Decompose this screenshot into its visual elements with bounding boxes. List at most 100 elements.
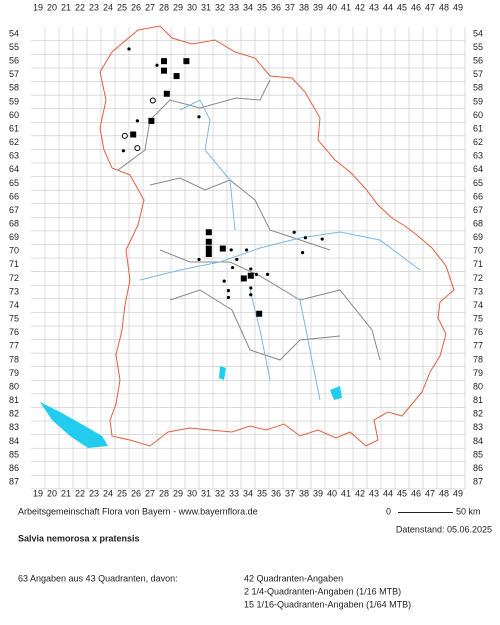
row-label: 61: [9, 123, 19, 133]
column-label: 23: [89, 2, 99, 12]
row-label: 79: [9, 368, 19, 378]
column-label: 47: [425, 2, 435, 12]
marker-square: [240, 275, 247, 282]
marker-square: [161, 67, 167, 74]
column-label: 35: [257, 2, 267, 12]
column-label: 38: [299, 488, 309, 498]
row-label: 87: [9, 477, 19, 487]
row-label: 58: [9, 83, 19, 93]
row-label: 67: [473, 205, 483, 215]
row-label: 63: [473, 151, 483, 161]
region-border: [117, 79, 381, 361]
marker-dot: [197, 115, 201, 119]
marker-dot: [266, 272, 270, 276]
row-label: 69: [9, 232, 19, 242]
column-label: 42: [355, 488, 365, 498]
row-label: 68: [473, 218, 483, 228]
row-label: 64: [473, 164, 483, 174]
border: [99, 25, 455, 447]
river: [139, 99, 421, 401]
column-label: 30: [187, 488, 197, 498]
column-label: 37: [285, 488, 295, 498]
row-label: 65: [9, 178, 19, 188]
marker-square: [256, 310, 263, 317]
column-label: 31: [201, 488, 211, 498]
column-label: 45: [397, 2, 407, 12]
row-label: 83: [9, 422, 19, 432]
marker-square: [163, 90, 170, 97]
column-label: 23: [89, 488, 99, 498]
row-label: 74: [9, 300, 19, 310]
column-label: 25: [117, 2, 127, 12]
row-label: 84: [473, 436, 483, 446]
column-label: 26: [131, 488, 141, 498]
row-label: 75: [9, 314, 19, 324]
column-label: 32: [215, 2, 225, 12]
column-label: 46: [411, 2, 421, 12]
marker-dot: [249, 267, 253, 271]
column-label: 46: [411, 488, 421, 498]
row-label: 73: [9, 286, 19, 296]
column-label: 30: [187, 2, 197, 12]
row-label: 76: [9, 327, 19, 337]
row-label: 62: [473, 137, 483, 147]
column-label: 33: [229, 2, 239, 12]
row-label: 78: [473, 354, 483, 364]
marker-square: [247, 272, 254, 279]
species-title: Salvia nemorosa x pratensis: [18, 533, 140, 543]
row-label: 55: [473, 42, 483, 52]
column-label: 20: [47, 488, 57, 498]
column-label: 21: [61, 488, 71, 498]
row-label: 67: [9, 205, 19, 215]
row-label: 85: [473, 449, 483, 459]
row-label: 86: [9, 463, 19, 473]
column-label: 28: [159, 2, 169, 12]
column-label: 43: [369, 488, 379, 498]
column-label: 31: [201, 2, 211, 12]
column-label: 44: [383, 488, 393, 498]
row-label: 73: [473, 286, 483, 296]
marker-dot: [231, 265, 235, 270]
column-label: 19: [33, 488, 43, 498]
row-label: 68: [9, 218, 19, 228]
column-label: 19: [33, 2, 43, 12]
marker-square: [173, 73, 180, 80]
marker-dot: [155, 63, 159, 67]
row-label: 62: [9, 137, 19, 147]
column-label: 37: [285, 2, 295, 12]
row-label: 56: [9, 56, 19, 66]
row-label: 81: [473, 395, 483, 405]
column-label: 24: [103, 488, 113, 498]
marker-dot: [197, 257, 201, 262]
column-label: 39: [313, 2, 323, 12]
column-label: 41: [341, 488, 351, 498]
row-label: 64: [9, 164, 19, 174]
summary-line: 2 1/4-Quadranten-Angaben (1/16 MTB): [244, 586, 401, 596]
marker-dot: [292, 230, 296, 234]
summary-line: 15 1/16-Quadranten-Angaben (1/64 MTB): [244, 599, 411, 609]
marker-dot: [249, 293, 253, 297]
marker-dot: [226, 289, 230, 293]
marker-dot: [135, 119, 139, 123]
column-label: 22: [75, 488, 85, 498]
marker-dot: [249, 286, 253, 290]
scale-end: 50 km: [456, 506, 481, 516]
row-label: 72: [473, 273, 483, 283]
row-label: 69: [473, 232, 483, 242]
lake: [219, 366, 342, 400]
column-label: 39: [313, 488, 323, 498]
scale-bar: [398, 512, 453, 513]
row-label: 63: [9, 151, 19, 161]
date: Datenstand: 05.06.2025: [396, 524, 492, 534]
row-label: 66: [473, 191, 483, 201]
column-label: 32: [215, 488, 225, 498]
row-label: 80: [473, 381, 483, 391]
marker-square: [148, 117, 155, 124]
row-label: 70: [473, 246, 483, 256]
marker-open: [121, 132, 128, 139]
marker-square: [219, 245, 226, 252]
column-label: 40: [327, 488, 337, 498]
row-label: 54: [9, 28, 19, 38]
column-label: 28: [159, 488, 169, 498]
row-label: 60: [473, 110, 483, 120]
